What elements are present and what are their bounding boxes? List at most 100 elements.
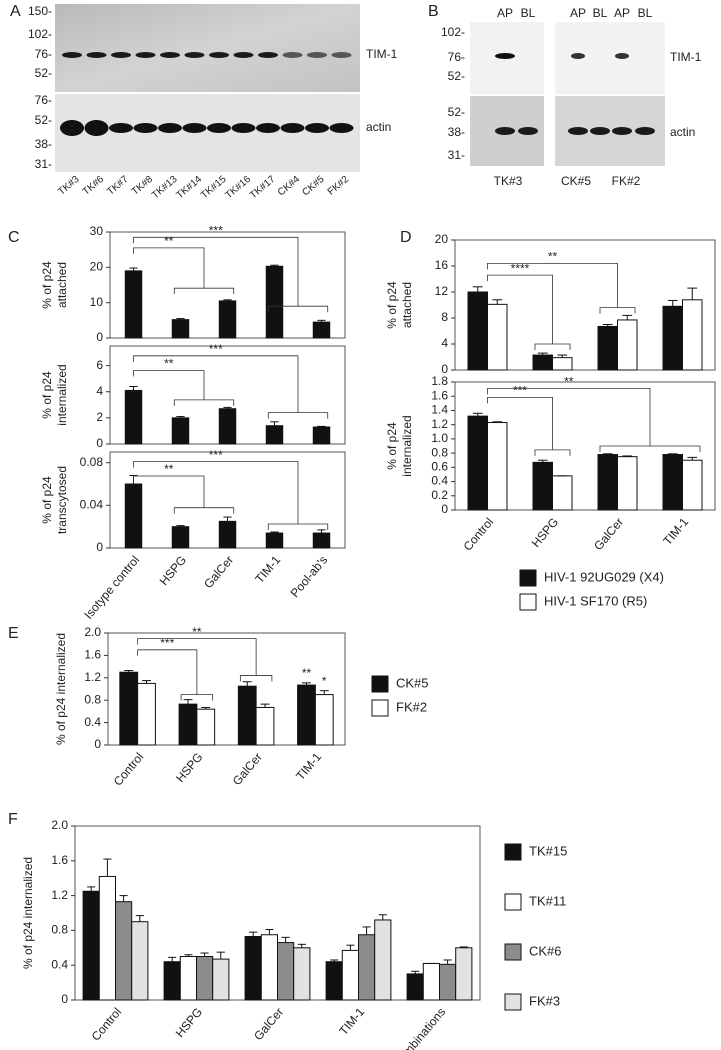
y-axis-label: % of p24 internalized [54,633,68,745]
band [231,123,256,133]
bar [597,325,618,371]
significance-bracket [173,287,235,295]
bar [406,973,424,1001]
bar [312,321,331,339]
band [329,123,354,133]
bar [265,265,284,339]
lane-header: BL [638,6,653,20]
marker-label: 102- [28,27,52,41]
legend-swatch [504,943,522,961]
legend-swatch [371,675,389,693]
bar [124,389,143,445]
band [84,120,109,136]
bar [455,947,473,1001]
x-tick-label: HSPG [157,553,190,588]
bar [131,921,149,1001]
band [331,52,352,58]
y-tick-label: 16 [435,258,449,272]
significance: ** [564,375,574,389]
lane-header: AP [614,6,630,20]
significance-bracket [133,355,299,413]
marker-label: 52- [35,66,52,80]
bar [597,454,618,511]
x-tick-label: TIM-1 [660,515,691,548]
band-label: actin [670,125,695,139]
band [518,127,538,135]
y-axis-label: attached [55,262,69,308]
lane-header: AP [570,6,586,20]
y-tick-label: 1.6 [84,648,101,662]
x-tick-label: Control [461,515,497,554]
bar [115,901,133,1001]
band [571,53,585,59]
marker-label: 31- [448,148,465,162]
band [160,52,180,58]
significance-bracket [137,649,198,695]
bar [218,300,237,339]
y-tick-label: 20 [90,260,104,274]
band [86,52,107,58]
bar [312,426,331,445]
bar [662,454,683,511]
y-tick-label: 0.4 [84,715,101,729]
significance: *** [160,636,174,650]
y-tick-label: 1.8 [431,374,448,388]
blot-image [555,22,665,94]
bar [179,956,198,1001]
significance-bracket [487,262,618,308]
significance-bracket [133,475,205,508]
y-tick-label: 2.0 [51,818,68,832]
y-tick-label: 0.2 [431,488,448,502]
blot-image [55,4,360,92]
bar [124,270,143,339]
lane-label: FK#2 [326,174,352,198]
y-tick-label: 20 [435,232,449,246]
x-tick-label: GalCer [230,750,265,788]
y-tick-label: 12 [435,284,449,298]
band [495,53,515,59]
x-tick-label: HSPG [173,1005,206,1040]
bar [617,319,638,371]
bar [312,532,331,549]
plot-frame [454,239,716,371]
bar [487,303,508,371]
bar [163,961,181,1001]
bar [552,357,573,371]
x-tick-label: Combinations [390,1005,448,1050]
x-tick-label: HSPG [173,750,206,785]
panel-label: D [400,229,412,246]
band [615,53,629,59]
significance-bracket [267,523,329,530]
band [207,123,231,133]
bar [178,703,198,746]
y-tick-label: 0 [96,436,103,450]
x-tick-label: HSPG [529,515,562,550]
y-tick-label: 8 [441,310,448,324]
bar [255,706,275,746]
band [209,52,229,58]
bar [358,934,376,1001]
band [135,52,156,58]
significance-bracket [267,412,329,419]
panel-label: F [8,811,18,828]
band [305,123,329,133]
y-tick-label: 1.6 [431,388,448,402]
significance-bracket [133,247,205,289]
y-tick-label: 0 [96,540,103,554]
band [495,127,515,135]
y-tick-label: 2 [96,410,103,424]
bar [265,425,284,445]
panel-label: C [8,229,20,246]
y-axis-label: % of p24 [40,371,54,419]
band [612,127,632,135]
bar [439,963,457,1001]
bar [119,671,139,746]
legend-label: HIV-1 92UG029 (X4) [544,569,664,584]
y-axis-label: % of p24 internalized [21,857,35,969]
lane-header: BL [521,6,536,20]
legend-label: FK#2 [396,699,427,714]
significance-bracket [173,399,235,406]
bar [218,408,237,445]
significance: ** [164,462,174,476]
